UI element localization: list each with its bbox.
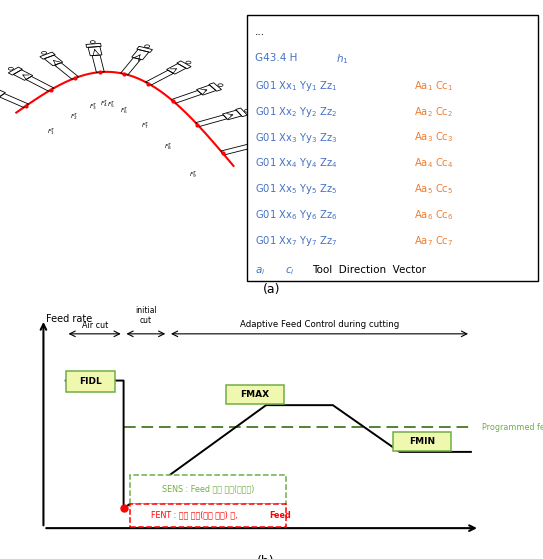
Text: Programmed feed rate: Programmed feed rate — [482, 423, 543, 432]
Text: $F_1^T$: $F_1^T$ — [47, 126, 56, 136]
Text: (a): (a) — [263, 283, 280, 296]
Text: $F_5^T$: $F_5^T$ — [106, 99, 116, 110]
Text: $F_8^T$: $F_8^T$ — [164, 141, 173, 153]
Text: Adaptive Feed Control during cutting: Adaptive Feed Control during cutting — [240, 320, 399, 329]
Text: ...: ... — [255, 27, 266, 37]
Text: $F_2^T$: $F_2^T$ — [71, 111, 79, 121]
Text: FIDL: FIDL — [79, 377, 102, 386]
Text: Aa$_6$ Cc$_6$: Aa$_6$ Cc$_6$ — [414, 208, 453, 222]
Text: $F_7^T$: $F_7^T$ — [142, 120, 150, 131]
Text: $F_6^T$: $F_6^T$ — [121, 105, 129, 116]
Text: Air cut: Air cut — [81, 321, 108, 330]
Text: $F_4^T$: $F_4^T$ — [100, 98, 109, 110]
Text: $F_3^T$: $F_3^T$ — [89, 102, 98, 112]
Text: G01 Xx$_4$ Yy$_4$ Zz$_4$: G01 Xx$_4$ Yy$_4$ Zz$_4$ — [255, 157, 338, 170]
Text: G43.4 H: G43.4 H — [255, 53, 298, 63]
Text: Aa$_4$ Cc$_4$: Aa$_4$ Cc$_4$ — [414, 157, 453, 170]
Text: Aa$_1$ Cc$_1$: Aa$_1$ Cc$_1$ — [414, 79, 453, 93]
Text: Aa$_7$ Cc$_7$: Aa$_7$ Cc$_7$ — [414, 234, 453, 248]
Text: Tool  Direction  Vector: Tool Direction Vector — [312, 266, 426, 276]
Text: Feed rate: Feed rate — [46, 314, 92, 324]
Text: Feed: Feed — [269, 510, 291, 520]
Text: G01 Xx$_2$ Yy$_2$ Zz$_2$: G01 Xx$_2$ Yy$_2$ Zz$_2$ — [255, 105, 338, 119]
Text: G01 Xx$_6$ Yy$_6$ Zz$_6$: G01 Xx$_6$ Yy$_6$ Zz$_6$ — [255, 208, 338, 222]
Text: FMIN: FMIN — [409, 437, 435, 446]
Text: SENS : Feed 제어 감도(기울기): SENS : Feed 제어 감도(기울기) — [162, 485, 254, 494]
Text: $c_i$: $c_i$ — [285, 266, 295, 277]
Text: G01 Xx$_3$ Yy$_3$ Zz$_3$: G01 Xx$_3$ Yy$_3$ Zz$_3$ — [255, 131, 338, 145]
Bar — [130, 504, 286, 527]
Text: G01 Xx$_5$ Yy$_5$ Zz$_5$: G01 Xx$_5$ Yy$_5$ Zz$_5$ — [255, 182, 338, 196]
Text: Aa$_5$ Cc$_5$: Aa$_5$ Cc$_5$ — [414, 182, 453, 196]
Text: (b): (b) — [257, 555, 275, 559]
Text: G01 Xx$_7$ Yy$_7$ Zz$_7$: G01 Xx$_7$ Yy$_7$ Zz$_7$ — [255, 234, 338, 248]
Bar — [66, 371, 115, 392]
Bar — [226, 386, 284, 404]
Text: $F_9^T$: $F_9^T$ — [188, 169, 198, 180]
Text: $h_1$: $h_1$ — [336, 52, 348, 65]
Text: FMAX: FMAX — [241, 390, 269, 399]
Text: initial
cut: initial cut — [135, 306, 157, 325]
Text: Aa$_3$ Cc$_3$: Aa$_3$ Cc$_3$ — [414, 131, 453, 144]
Bar — [393, 432, 451, 451]
Bar — [247, 15, 538, 282]
Text: G01 Xx$_1$ Yy$_1$ Zz$_1$: G01 Xx$_1$ Yy$_1$ Zz$_1$ — [255, 79, 338, 93]
Text: $a_i$: $a_i$ — [255, 266, 266, 277]
Text: Aa$_2$ Cc$_2$: Aa$_2$ Cc$_2$ — [414, 105, 453, 119]
Bar — [130, 475, 286, 504]
Text: FENT : 절삭 시작(부하 감지) 시,: FENT : 절삭 시작(부하 감지) 시, — [151, 510, 243, 520]
